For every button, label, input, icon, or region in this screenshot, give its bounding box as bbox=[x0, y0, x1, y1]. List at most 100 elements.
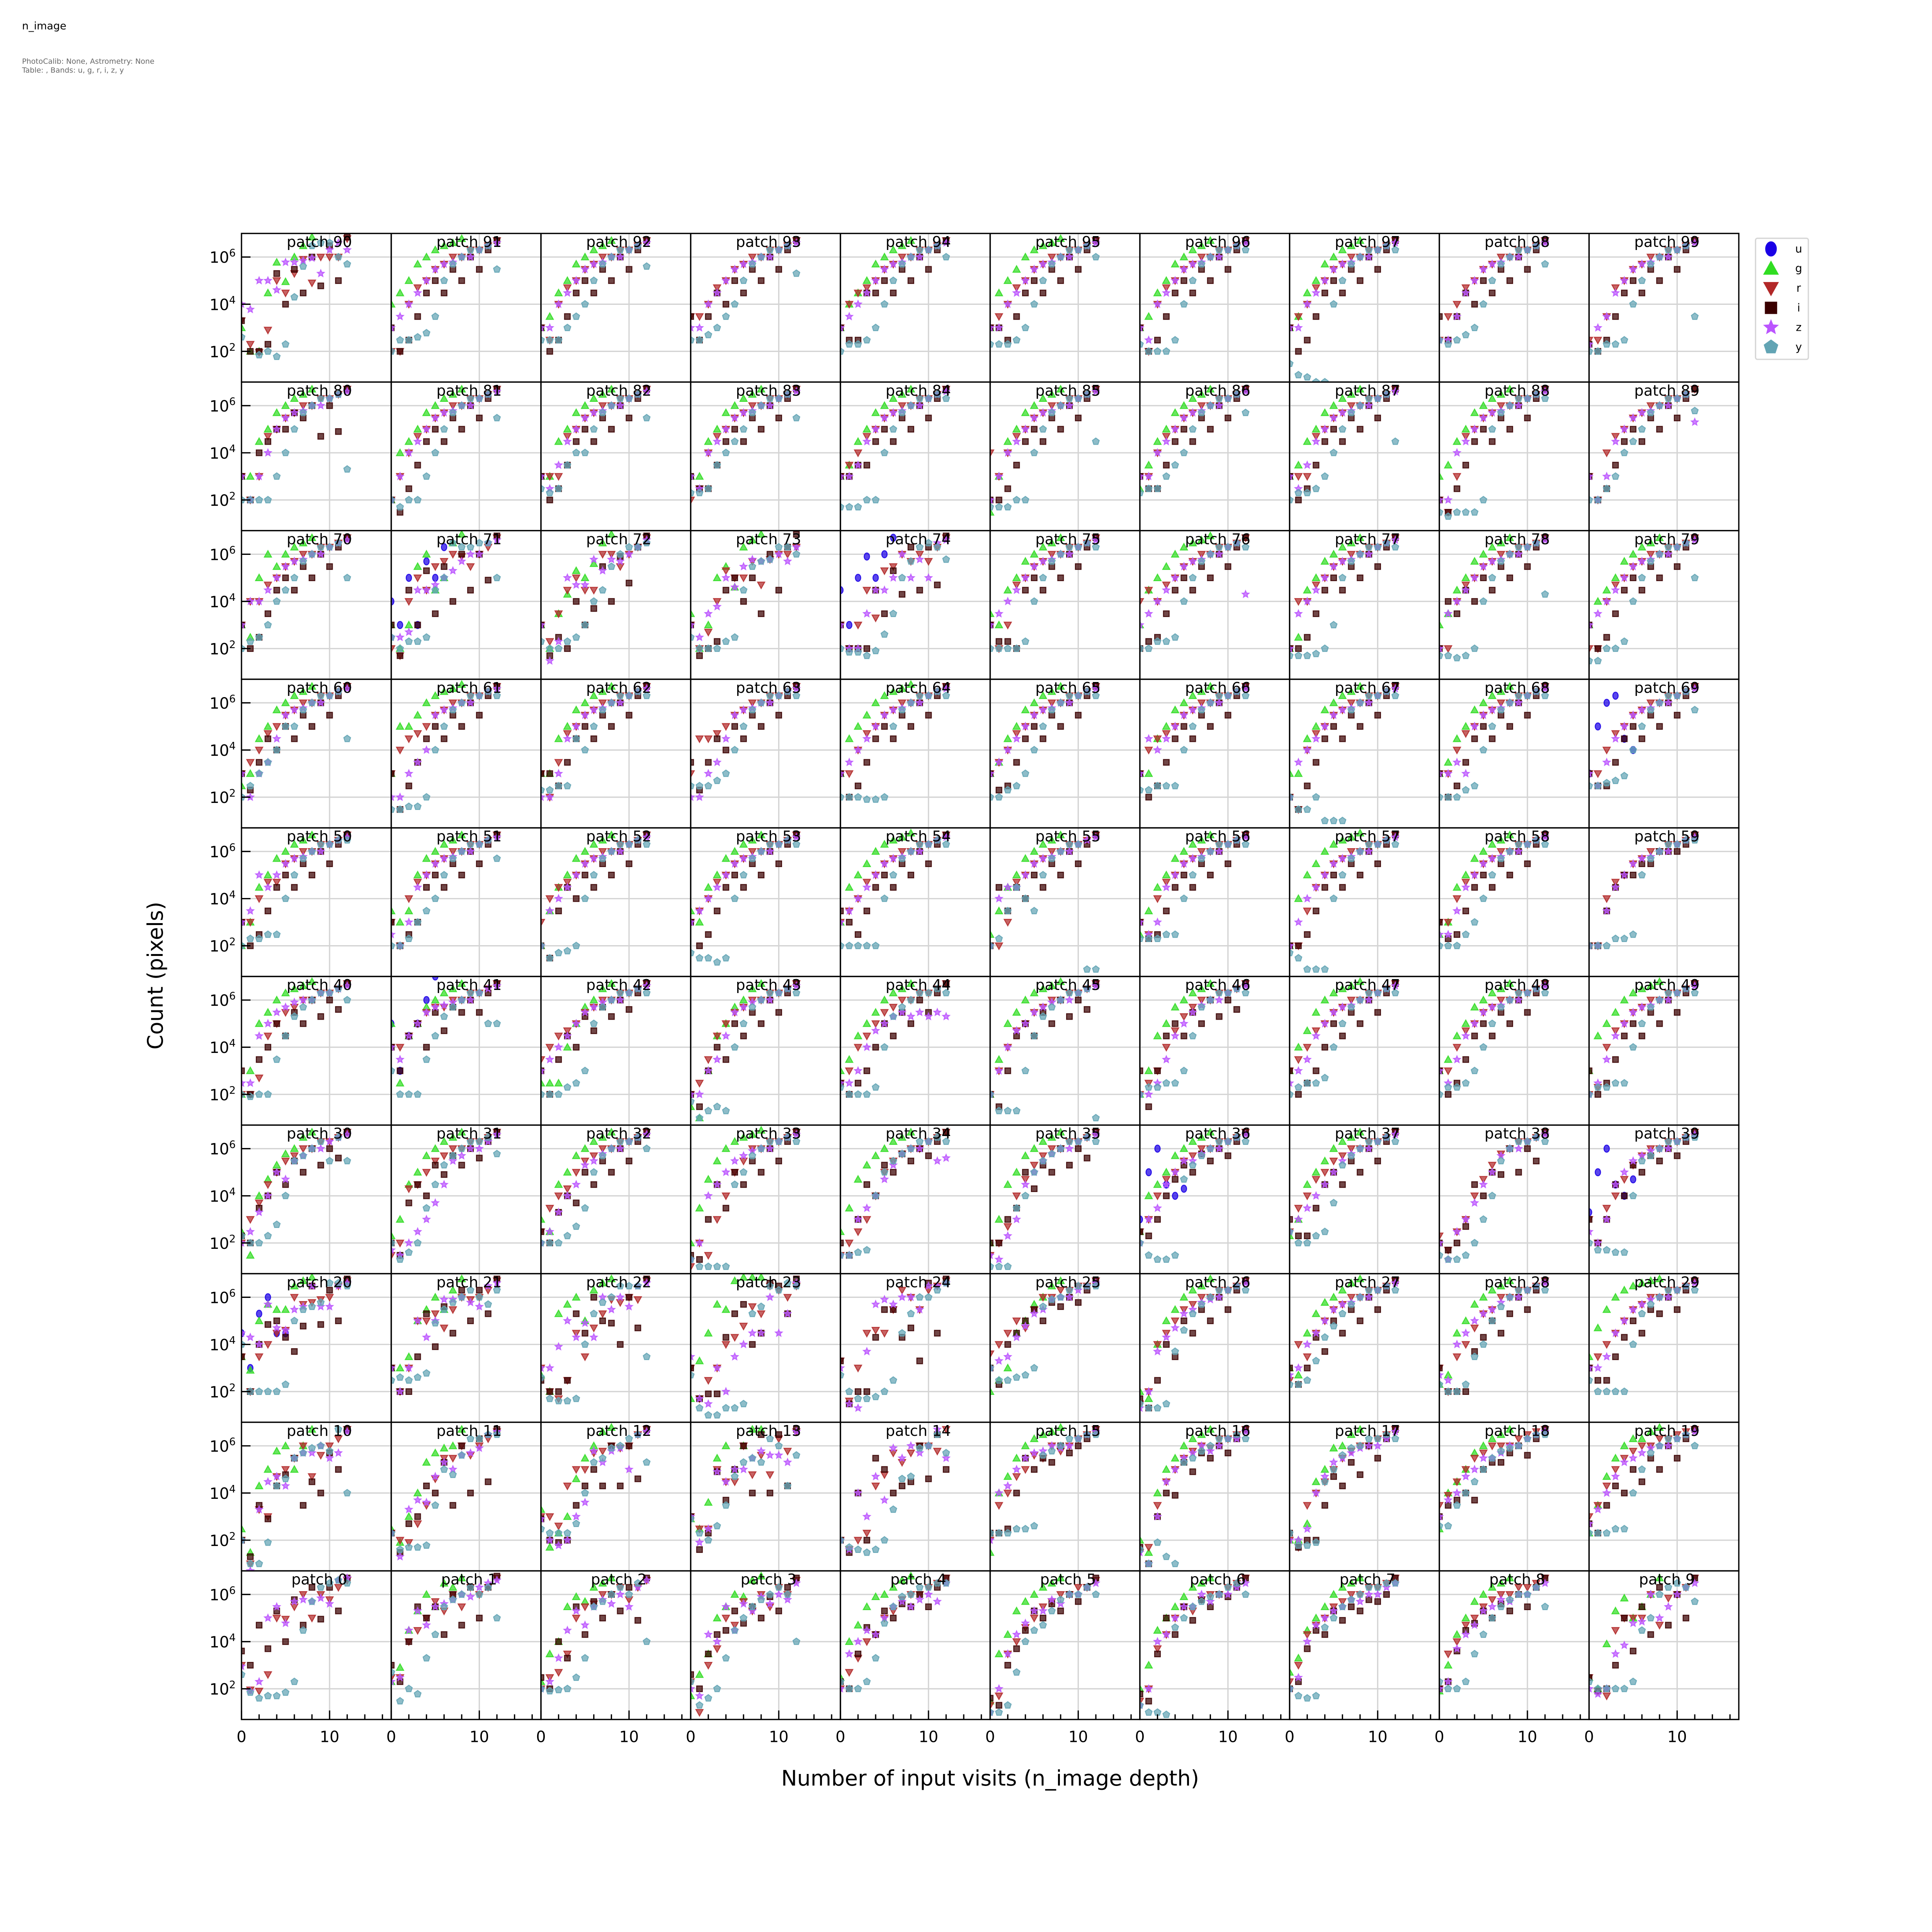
point-g bbox=[1179, 847, 1189, 855]
point-y bbox=[1074, 1434, 1082, 1442]
point-z bbox=[413, 1316, 422, 1325]
point-y bbox=[1620, 1684, 1628, 1692]
point-y bbox=[898, 1003, 906, 1011]
point-r bbox=[413, 1520, 422, 1529]
point-y bbox=[1215, 1434, 1223, 1442]
point-y bbox=[554, 1685, 563, 1694]
point-y bbox=[643, 691, 651, 699]
point-g bbox=[1003, 1363, 1012, 1371]
point-g bbox=[1162, 1316, 1171, 1324]
point-y bbox=[1523, 1434, 1532, 1442]
point-z bbox=[633, 1582, 643, 1592]
point-z bbox=[448, 1156, 457, 1165]
point-y bbox=[590, 1310, 598, 1317]
point-g bbox=[1047, 1427, 1056, 1435]
point-z bbox=[1628, 1453, 1638, 1462]
point-g bbox=[571, 854, 581, 862]
point-g bbox=[1170, 1454, 1180, 1462]
point-y bbox=[1356, 1590, 1364, 1598]
panel-frame bbox=[840, 1273, 991, 1423]
point-i bbox=[995, 1702, 1002, 1709]
point-y bbox=[1655, 847, 1664, 855]
point-r bbox=[290, 1603, 299, 1612]
point-i bbox=[1357, 1607, 1364, 1614]
point-y bbox=[625, 1282, 633, 1289]
point-r bbox=[325, 1442, 334, 1451]
y-tick-label: 106 bbox=[209, 1139, 236, 1158]
point-i bbox=[1524, 1145, 1531, 1152]
point-r bbox=[1347, 1591, 1356, 1599]
point-y bbox=[1206, 847, 1214, 855]
point-z bbox=[439, 1000, 449, 1009]
point-r bbox=[1197, 1145, 1206, 1153]
point-g bbox=[1338, 1583, 1347, 1591]
point-z bbox=[571, 870, 581, 879]
point-y bbox=[1039, 1156, 1047, 1165]
point-i bbox=[1225, 1449, 1231, 1456]
point-i bbox=[775, 712, 782, 719]
point-y bbox=[1140, 1701, 1144, 1709]
point-y bbox=[1338, 816, 1347, 824]
point-y bbox=[1444, 1387, 1452, 1395]
point-y bbox=[1321, 1228, 1329, 1235]
point-y bbox=[1224, 989, 1232, 997]
point-y bbox=[484, 1430, 492, 1438]
point-y bbox=[1048, 1447, 1056, 1455]
point-z bbox=[316, 847, 325, 855]
point-i bbox=[391, 1662, 395, 1669]
point-i bbox=[714, 907, 721, 915]
point-y bbox=[1439, 1522, 1444, 1529]
point-y bbox=[713, 1262, 721, 1270]
panel-frame bbox=[1289, 976, 1440, 1126]
point-i bbox=[1480, 1334, 1487, 1341]
point-i bbox=[1647, 1631, 1654, 1638]
point-y bbox=[281, 1688, 290, 1696]
point-g bbox=[995, 1649, 1003, 1658]
point-y bbox=[704, 1536, 713, 1544]
point-z bbox=[290, 997, 299, 1007]
point-y bbox=[1065, 989, 1073, 997]
point-y bbox=[889, 722, 897, 730]
point-y bbox=[748, 1602, 757, 1610]
panel-frame bbox=[241, 1124, 392, 1274]
point-i bbox=[1048, 1169, 1055, 1176]
panel-49: patch 49 bbox=[1588, 976, 1740, 1126]
point-g bbox=[704, 883, 713, 891]
point-y bbox=[1391, 1434, 1400, 1442]
point-z bbox=[1364, 995, 1374, 1004]
point-i bbox=[1057, 871, 1064, 879]
point-y bbox=[995, 934, 1003, 942]
point-y bbox=[924, 840, 933, 848]
point-y bbox=[690, 1097, 695, 1105]
point-y bbox=[845, 1090, 853, 1098]
point-r bbox=[1047, 848, 1056, 856]
point-g bbox=[1294, 1653, 1303, 1662]
point-i bbox=[1225, 1152, 1231, 1159]
point-y bbox=[1338, 1451, 1347, 1459]
point-z bbox=[906, 1602, 916, 1611]
point-y bbox=[1646, 854, 1655, 862]
point-g bbox=[457, 979, 466, 987]
point-z bbox=[391, 1042, 396, 1051]
point-r bbox=[396, 1240, 405, 1248]
point-i bbox=[599, 1482, 606, 1490]
point-i bbox=[1621, 1490, 1628, 1497]
point-g bbox=[871, 698, 880, 706]
point-z bbox=[624, 1302, 634, 1311]
point-i bbox=[690, 1671, 694, 1678]
point-g bbox=[396, 1663, 405, 1671]
point-y bbox=[1439, 941, 1444, 949]
point-y bbox=[1391, 1579, 1400, 1587]
point-z bbox=[430, 859, 440, 868]
point-r bbox=[990, 1702, 995, 1710]
point-r bbox=[1144, 747, 1153, 755]
point-i bbox=[264, 1645, 271, 1652]
point-z bbox=[1690, 1578, 1699, 1587]
point-z bbox=[545, 1535, 554, 1544]
point-i bbox=[541, 770, 544, 777]
point-y bbox=[246, 1560, 254, 1567]
point-g bbox=[1602, 1305, 1611, 1313]
point-z bbox=[483, 1136, 493, 1146]
point-y bbox=[775, 1137, 783, 1145]
point-z bbox=[845, 1649, 854, 1658]
